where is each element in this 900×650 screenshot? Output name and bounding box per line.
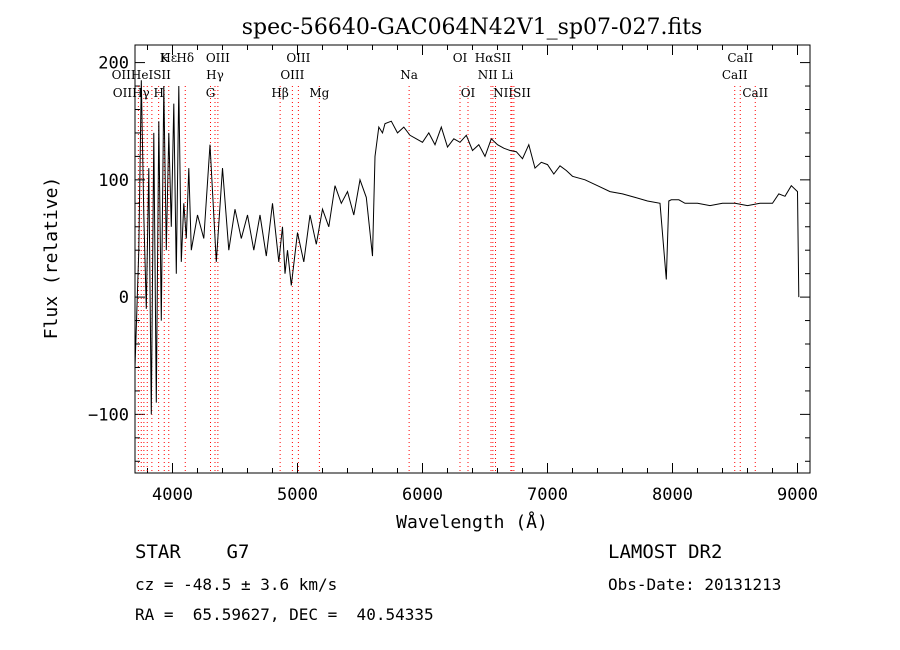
x-axis-label: Wavelength (Å) — [396, 511, 548, 533]
spectral-line-label: Hε — [160, 51, 177, 65]
spectral-line-label: OI — [461, 86, 476, 100]
spectral-line-label: OIII — [280, 68, 304, 82]
spectral-line-label: HαSII — [475, 51, 512, 65]
spectral-line-label: OI — [453, 51, 468, 65]
spectral-line-label: OIII — [286, 51, 310, 65]
spectral-line-label: OIIHγ H — [113, 86, 164, 100]
survey-name: LAMOST DR2 — [608, 541, 723, 563]
spectral-line-label: Hδ — [176, 51, 194, 65]
y-tick-label: 200 — [98, 54, 129, 74]
y-tick-label: 100 — [98, 171, 129, 191]
spectral-line-label: CaII — [727, 51, 753, 65]
y-tick-label: 0 — [119, 288, 129, 308]
spectral-line-label: Na — [400, 68, 418, 82]
spectral-line-label: OIIHeISII — [112, 68, 172, 82]
x-tick-label: 8000 — [652, 485, 693, 505]
spectral-line-label: G — [206, 86, 216, 100]
spectral-line-label: Hβ — [271, 86, 288, 100]
spectrum-line — [134, 80, 800, 415]
spectral-line-label: OIII — [206, 51, 230, 65]
spectral-line-label: CaII — [742, 86, 768, 100]
x-tick-label: 6000 — [402, 485, 443, 505]
spectral-line-label: NIISII — [493, 86, 531, 100]
y-axis-label: Flux (relative) — [41, 177, 62, 340]
y-tick-label: −100 — [88, 405, 129, 425]
spectral-line-label: Mg — [309, 86, 329, 100]
coordinates: RA = 65.59627, DEC = 40.54335 — [135, 605, 434, 624]
spectral-line-label: CaII — [722, 68, 748, 82]
x-tick-label: 7000 — [527, 485, 568, 505]
spectral-line-label: NII Li — [478, 68, 514, 82]
spectral-line-label: K — [160, 51, 170, 65]
plot-frame — [134, 44, 811, 474]
observation-date: Obs-Date: 20131213 — [608, 575, 782, 594]
x-tick-label: 5000 — [277, 485, 318, 505]
chart-title: spec-56640-GAC064N42V1_sp07-027.fits — [242, 15, 703, 40]
x-tick-label: 4000 — [152, 485, 193, 505]
object-class: STAR G7 — [135, 541, 250, 563]
x-tick-label: 9000 — [777, 485, 818, 505]
spectral-line-label: Hγ — [206, 68, 224, 82]
redshift-info: cz = -48.5 ± 3.6 km/s — [135, 575, 338, 594]
